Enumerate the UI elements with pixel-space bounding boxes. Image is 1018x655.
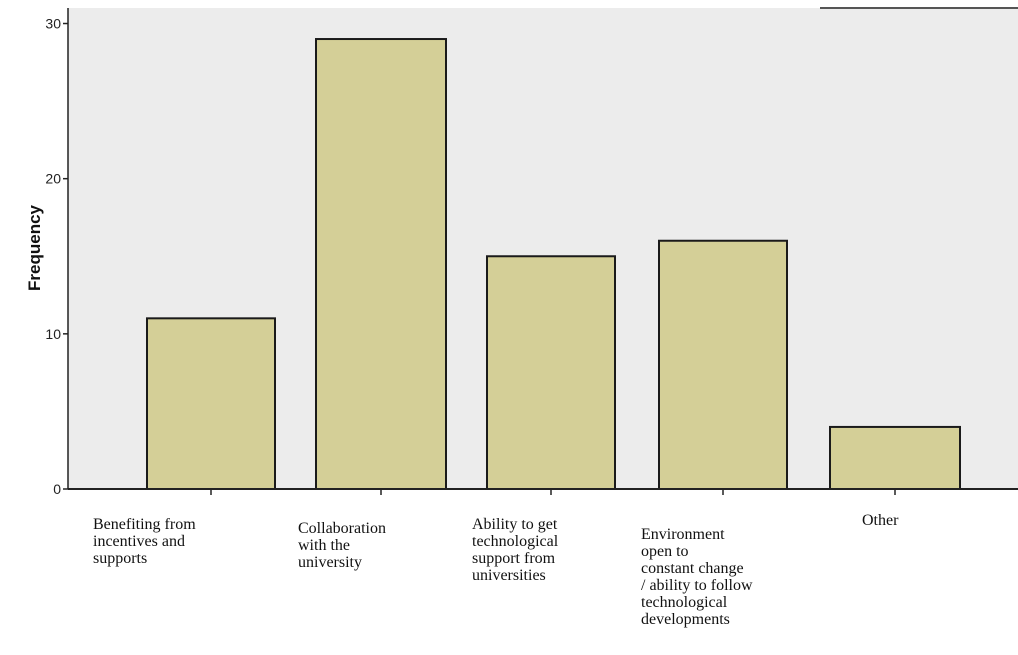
y-axis: 0 10 20 30 xyxy=(45,8,69,497)
x-axis xyxy=(68,488,1018,495)
bar-1 xyxy=(315,38,447,490)
bar-0 xyxy=(146,317,276,490)
x-tick-label-0: Benefiting from incentives and supports xyxy=(93,516,196,567)
x-tick-label-4: Other xyxy=(862,512,899,529)
y-tick-label-2: 20 xyxy=(45,171,61,187)
y-axis-label: Frequency xyxy=(25,204,44,291)
y-tick-label-3: 30 xyxy=(45,16,61,32)
y-tick-label-0: 0 xyxy=(53,481,61,497)
y-tick-label-1: 10 xyxy=(45,326,61,342)
x-tick-label-1: Collaboration with the university xyxy=(298,520,386,571)
x-tick-label-2: Ability to get technological support fro… xyxy=(472,516,559,584)
bar-4 xyxy=(829,425,961,491)
bar-2 xyxy=(486,255,616,490)
x-tick-label-3: Environment open to constant change / ab… xyxy=(641,526,753,628)
bar-3 xyxy=(658,239,788,490)
